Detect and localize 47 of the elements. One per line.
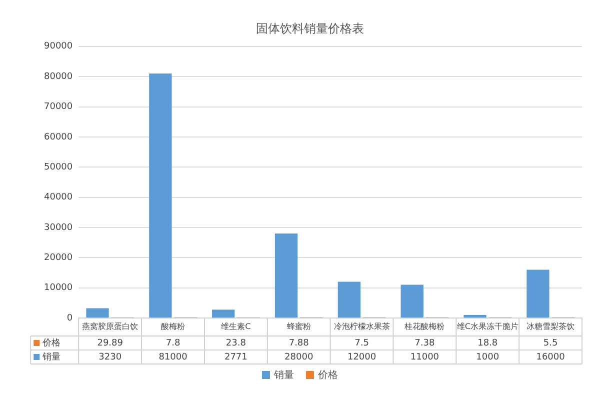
x-tick-label: 维C水果冻干脆片 [456, 322, 518, 331]
bar [338, 282, 361, 318]
data-label: 28000 [284, 352, 314, 362]
data-label: 5.5 [543, 338, 558, 348]
data-label: 81000 [158, 352, 188, 362]
x-tick-label: 燕窝胶原蛋白饮 [82, 322, 138, 331]
x-tick-label: 酸梅粉 [161, 322, 186, 331]
data-label: 7.5 [354, 338, 369, 348]
y-tick-label: 70000 [44, 102, 73, 112]
text: 销量 [274, 370, 294, 381]
bar [86, 308, 109, 318]
y-tick-label: 0 [66, 313, 73, 324]
y-tick-label: 30000 [44, 222, 73, 233]
y-tick-label: 80000 [44, 72, 73, 82]
data-label: 11000 [410, 352, 440, 362]
text: 价格 [42, 338, 61, 348]
x-tick-label: 桂花酸梅粉 [404, 322, 445, 331]
data-label: 12000 [347, 352, 376, 362]
y-tick-label: 50000 [44, 162, 73, 172]
x-tick-label: 冷泡柠檬水果茶 [334, 322, 390, 331]
data-label: 7.38 [414, 338, 435, 348]
y-tick-label: 40000 [44, 192, 73, 203]
y-tick-label: 60000 [44, 132, 73, 142]
x-tick-label: 维生素C [221, 322, 252, 331]
data-label: 1000 [476, 352, 500, 362]
chart-title: 固体饮料销量价格表 [256, 21, 364, 36]
bar [400, 284, 424, 318]
data-label: 16000 [536, 352, 566, 362]
x-tick-label: 冰糖雪梨茶饮 [526, 322, 575, 331]
legend-label: 价格 [318, 368, 338, 382]
y-tick-label: 10000 [44, 283, 73, 294]
data-label: 2771 [224, 352, 248, 362]
data-label: 29.89 [97, 338, 124, 348]
data-label: 18.8 [478, 338, 498, 348]
bar [149, 74, 172, 318]
data-label: 3230 [98, 352, 122, 362]
bar [526, 270, 550, 318]
data-label: 7.88 [288, 338, 310, 348]
data-label: 7.8 [166, 338, 180, 348]
y-tick-label: 20000 [44, 252, 73, 263]
x-tick-label: 蜂蜜粉 [286, 322, 311, 331]
y-tick-label: 90000 [44, 42, 73, 52]
bar [212, 310, 235, 318]
legend-label: 销量 [42, 351, 61, 362]
bar [464, 314, 486, 318]
bar [274, 234, 298, 318]
data-label: 23.8 [226, 338, 246, 348]
